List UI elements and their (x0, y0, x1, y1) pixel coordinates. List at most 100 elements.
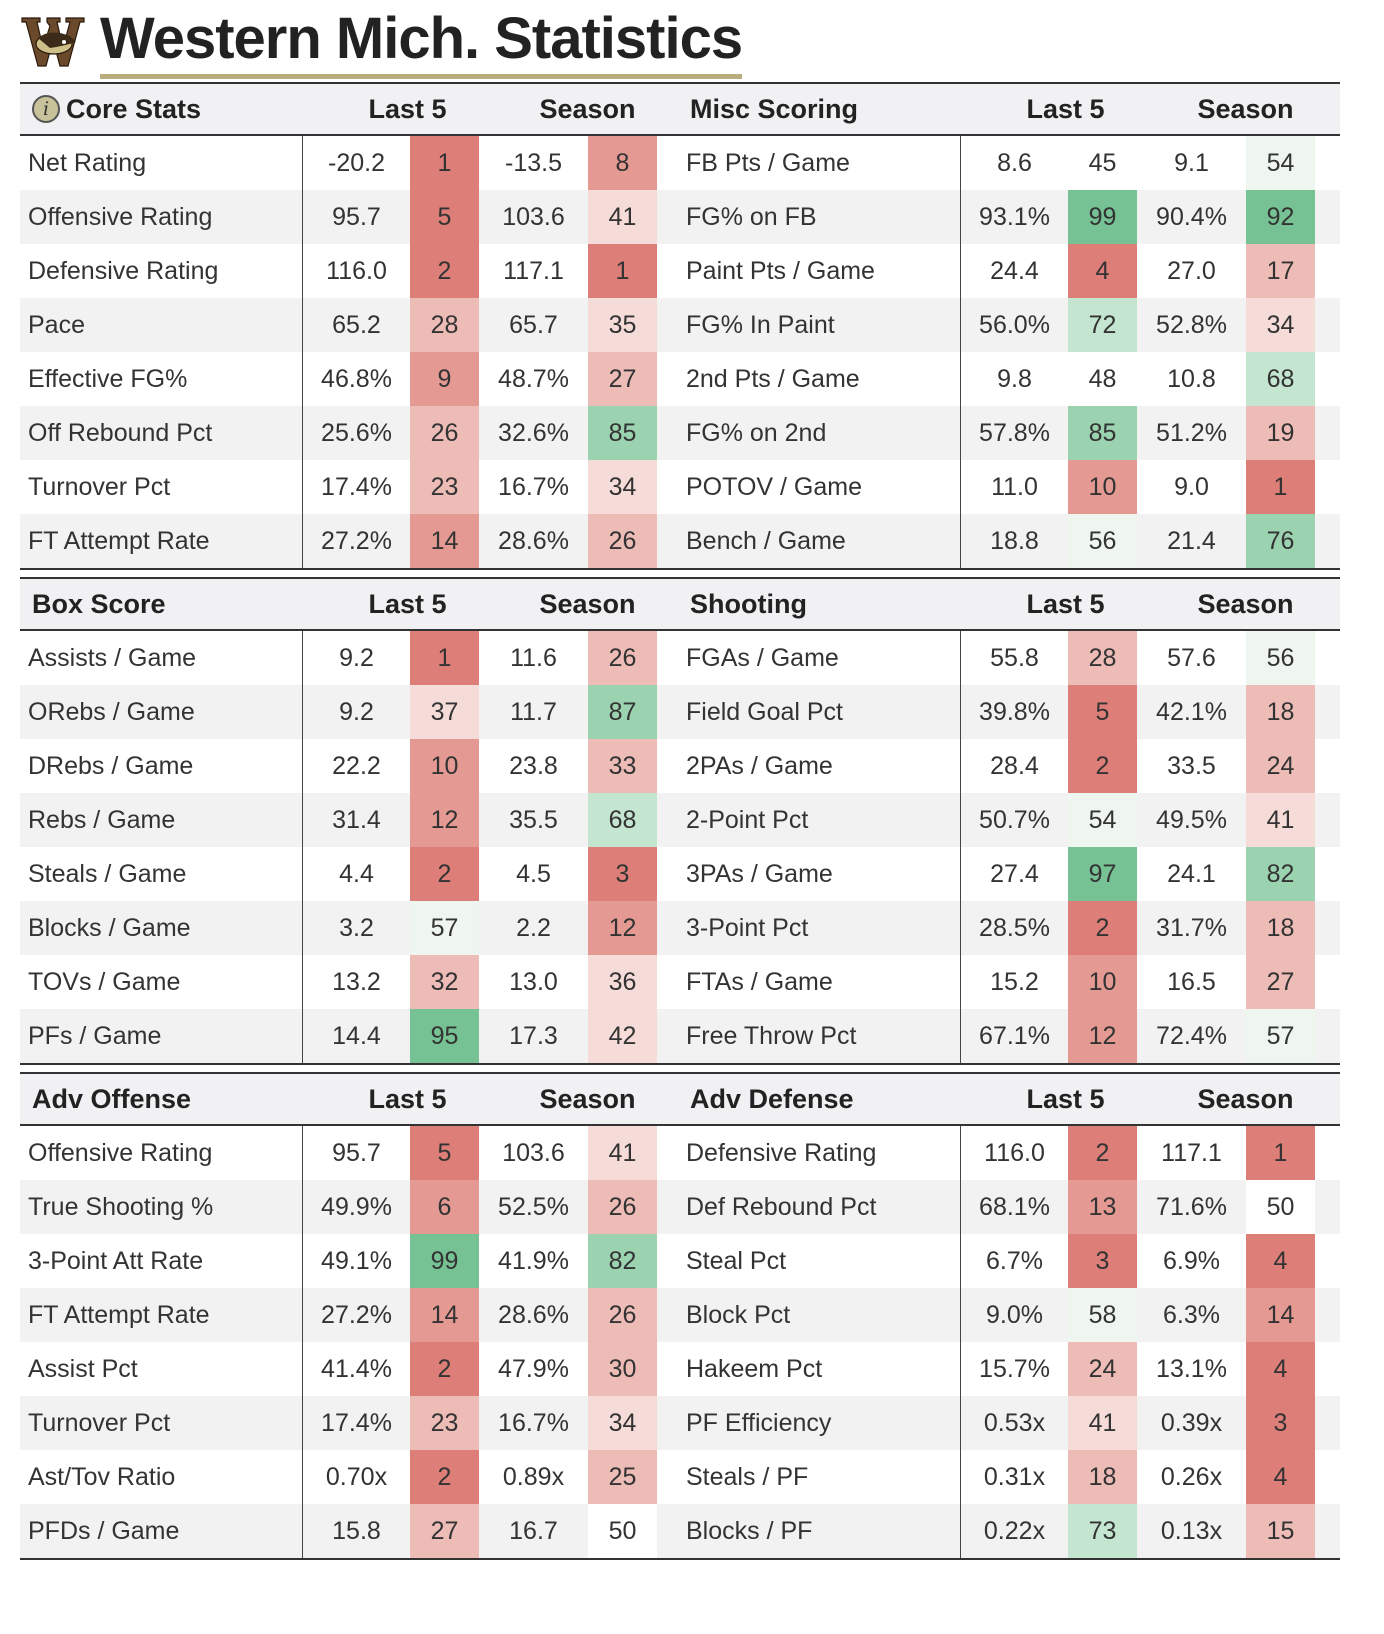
season-value: 13.1% (1156, 1355, 1227, 1383)
stat-label: 2PAs / Game (686, 752, 833, 780)
stats-panel: Adv Defense Last 5 Season Defensive Rati… (678, 1072, 1340, 1560)
panel-header: Box Score Last 5 Season (20, 577, 682, 631)
last5-rank: 14 (410, 514, 479, 568)
last5-rank: 2 (1068, 1126, 1137, 1180)
last5-rank: 5 (410, 190, 479, 244)
last5-value: 95.7 (302, 190, 410, 244)
panel-title: Adv Offense (32, 1084, 192, 1114)
season-rank: 17 (1246, 244, 1315, 298)
table-row: PFDs / Game 15.8 27 16.7 50 (20, 1504, 682, 1558)
stat-label: Defensive Rating (686, 1139, 877, 1167)
stat-label: FGAs / Game (686, 644, 839, 672)
last5-rank: 72 (1068, 298, 1137, 352)
season-value: 9.0 (1174, 473, 1209, 501)
stat-label: Def Rebound Pct (686, 1193, 877, 1221)
last5-value: 68.1% (960, 1180, 1068, 1234)
last5-value: 27.2% (302, 1288, 410, 1342)
last5-value: 95.7 (302, 1126, 410, 1180)
season-rank: 26 (588, 631, 657, 685)
last5-value: 15.8 (302, 1504, 410, 1558)
stats-panel: i Core Stats Last 5 Season Net Rating -20… (20, 82, 682, 570)
season-value: 57.6 (1167, 644, 1216, 672)
stats-panel: Shooting Last 5 Season FGAs / Game 55.8 … (678, 577, 1340, 1065)
season-rank: 41 (588, 1126, 657, 1180)
stat-label: Effective FG% (28, 365, 188, 393)
col-header-last5: Last 5 (1026, 589, 1105, 619)
last5-value: 24.4 (960, 244, 1068, 298)
last5-rank: 27 (410, 1504, 479, 1558)
season-rank: 82 (588, 1234, 657, 1288)
season-rank: 56 (1246, 631, 1315, 685)
last5-value: 0.22x (960, 1504, 1068, 1558)
season-value: 6.3% (1163, 1301, 1220, 1329)
stat-label: Steals / PF (686, 1463, 809, 1491)
table-row: Def Rebound Pct 68.1% 13 71.6% 50 (678, 1180, 1340, 1234)
table-row: FG% on 2nd 57.8% 85 51.2% 19 (678, 406, 1340, 460)
table-row: Block Pct 9.0% 58 6.3% 14 (678, 1288, 1340, 1342)
season-rank: 87 (588, 685, 657, 739)
last5-value: 9.0% (960, 1288, 1068, 1342)
season-value: 16.7% (498, 473, 569, 501)
stat-label: Assist Pct (28, 1355, 138, 1383)
last5-value: 17.4% (302, 1396, 410, 1450)
stats-panel: Box Score Last 5 Season Assists / Game 9… (20, 577, 682, 1065)
season-value: 2.2 (516, 914, 551, 942)
season-value: 11.6 (510, 644, 557, 672)
col-header-season: Season (539, 94, 636, 124)
panel-title: i Core Stats (32, 84, 201, 134)
table-row: Net Rating -20.2 1 -13.5 8 (20, 136, 682, 190)
table-row: Steals / Game 4.4 2 4.5 3 (20, 847, 682, 901)
last5-value: 0.53x (960, 1396, 1068, 1450)
last5-rank: 23 (410, 460, 479, 514)
last5-value: 28.4 (960, 739, 1068, 793)
stat-label: Field Goal Pct (686, 698, 844, 726)
table-row: Off Rebound Pct 25.6% 26 32.6% 85 (20, 406, 682, 460)
season-value: 48.7% (498, 365, 569, 393)
col-header-last5: Last 5 (368, 94, 447, 124)
last5-rank: 32 (410, 955, 479, 1009)
season-rank: 3 (1246, 1396, 1315, 1450)
season-value: 42.1% (1156, 698, 1227, 726)
season-value: 35.5 (509, 806, 558, 834)
season-rank: 36 (588, 955, 657, 1009)
stat-label: Assists / Game (28, 644, 197, 672)
season-rank: 76 (1246, 514, 1315, 568)
season-value: 49.5% (1156, 806, 1227, 834)
season-value: 4.5 (516, 860, 551, 888)
table-row: Bench / Game 18.8 56 21.4 76 (678, 514, 1340, 568)
last5-rank: 99 (1068, 190, 1137, 244)
info-icon[interactable]: i (32, 94, 60, 123)
stat-label: Ast/Tov Ratio (28, 1463, 176, 1491)
season-value: 0.89x (502, 1463, 565, 1491)
table-row: Defensive Rating 116.0 2 117.1 1 (20, 244, 682, 298)
panel-title: Shooting (690, 589, 807, 619)
season-rank: 34 (1246, 298, 1315, 352)
table-row: 3-Point Att Rate 49.1% 99 41.9% 82 (20, 1234, 682, 1288)
last5-rank: 95 (410, 1009, 479, 1063)
stat-label: 3-Point Att Rate (28, 1247, 204, 1275)
last5-rank: 2 (410, 847, 479, 901)
season-value: 28.6% (498, 1301, 569, 1329)
stat-label: FG% on 2nd (686, 419, 827, 447)
last5-value: 49.9% (302, 1180, 410, 1234)
stat-label: Off Rebound Pct (28, 419, 213, 447)
season-rank: 25 (588, 1450, 657, 1504)
last5-rank: 5 (410, 1126, 479, 1180)
season-rank: 24 (1246, 739, 1315, 793)
stat-label: Offensive Rating (28, 1139, 213, 1167)
season-rank: 1 (588, 244, 657, 298)
last5-value: 28.5% (960, 901, 1068, 955)
page-title: Western Mich. Statistics (100, 4, 743, 79)
last5-rank: 97 (1068, 847, 1137, 901)
season-rank: 14 (1246, 1288, 1315, 1342)
panel-title: Adv Defense (690, 1084, 854, 1114)
season-value: 117.1 (503, 257, 564, 285)
last5-value: 57.8% (960, 406, 1068, 460)
last5-value: 65.2 (302, 298, 410, 352)
season-rank: 4 (1246, 1234, 1315, 1288)
season-rank: 26 (588, 1180, 657, 1234)
panel-header: Shooting Last 5 Season (678, 577, 1340, 631)
last5-rank: 1 (410, 136, 479, 190)
last5-rank: 12 (1068, 1009, 1137, 1063)
col-header-season: Season (1197, 94, 1294, 124)
